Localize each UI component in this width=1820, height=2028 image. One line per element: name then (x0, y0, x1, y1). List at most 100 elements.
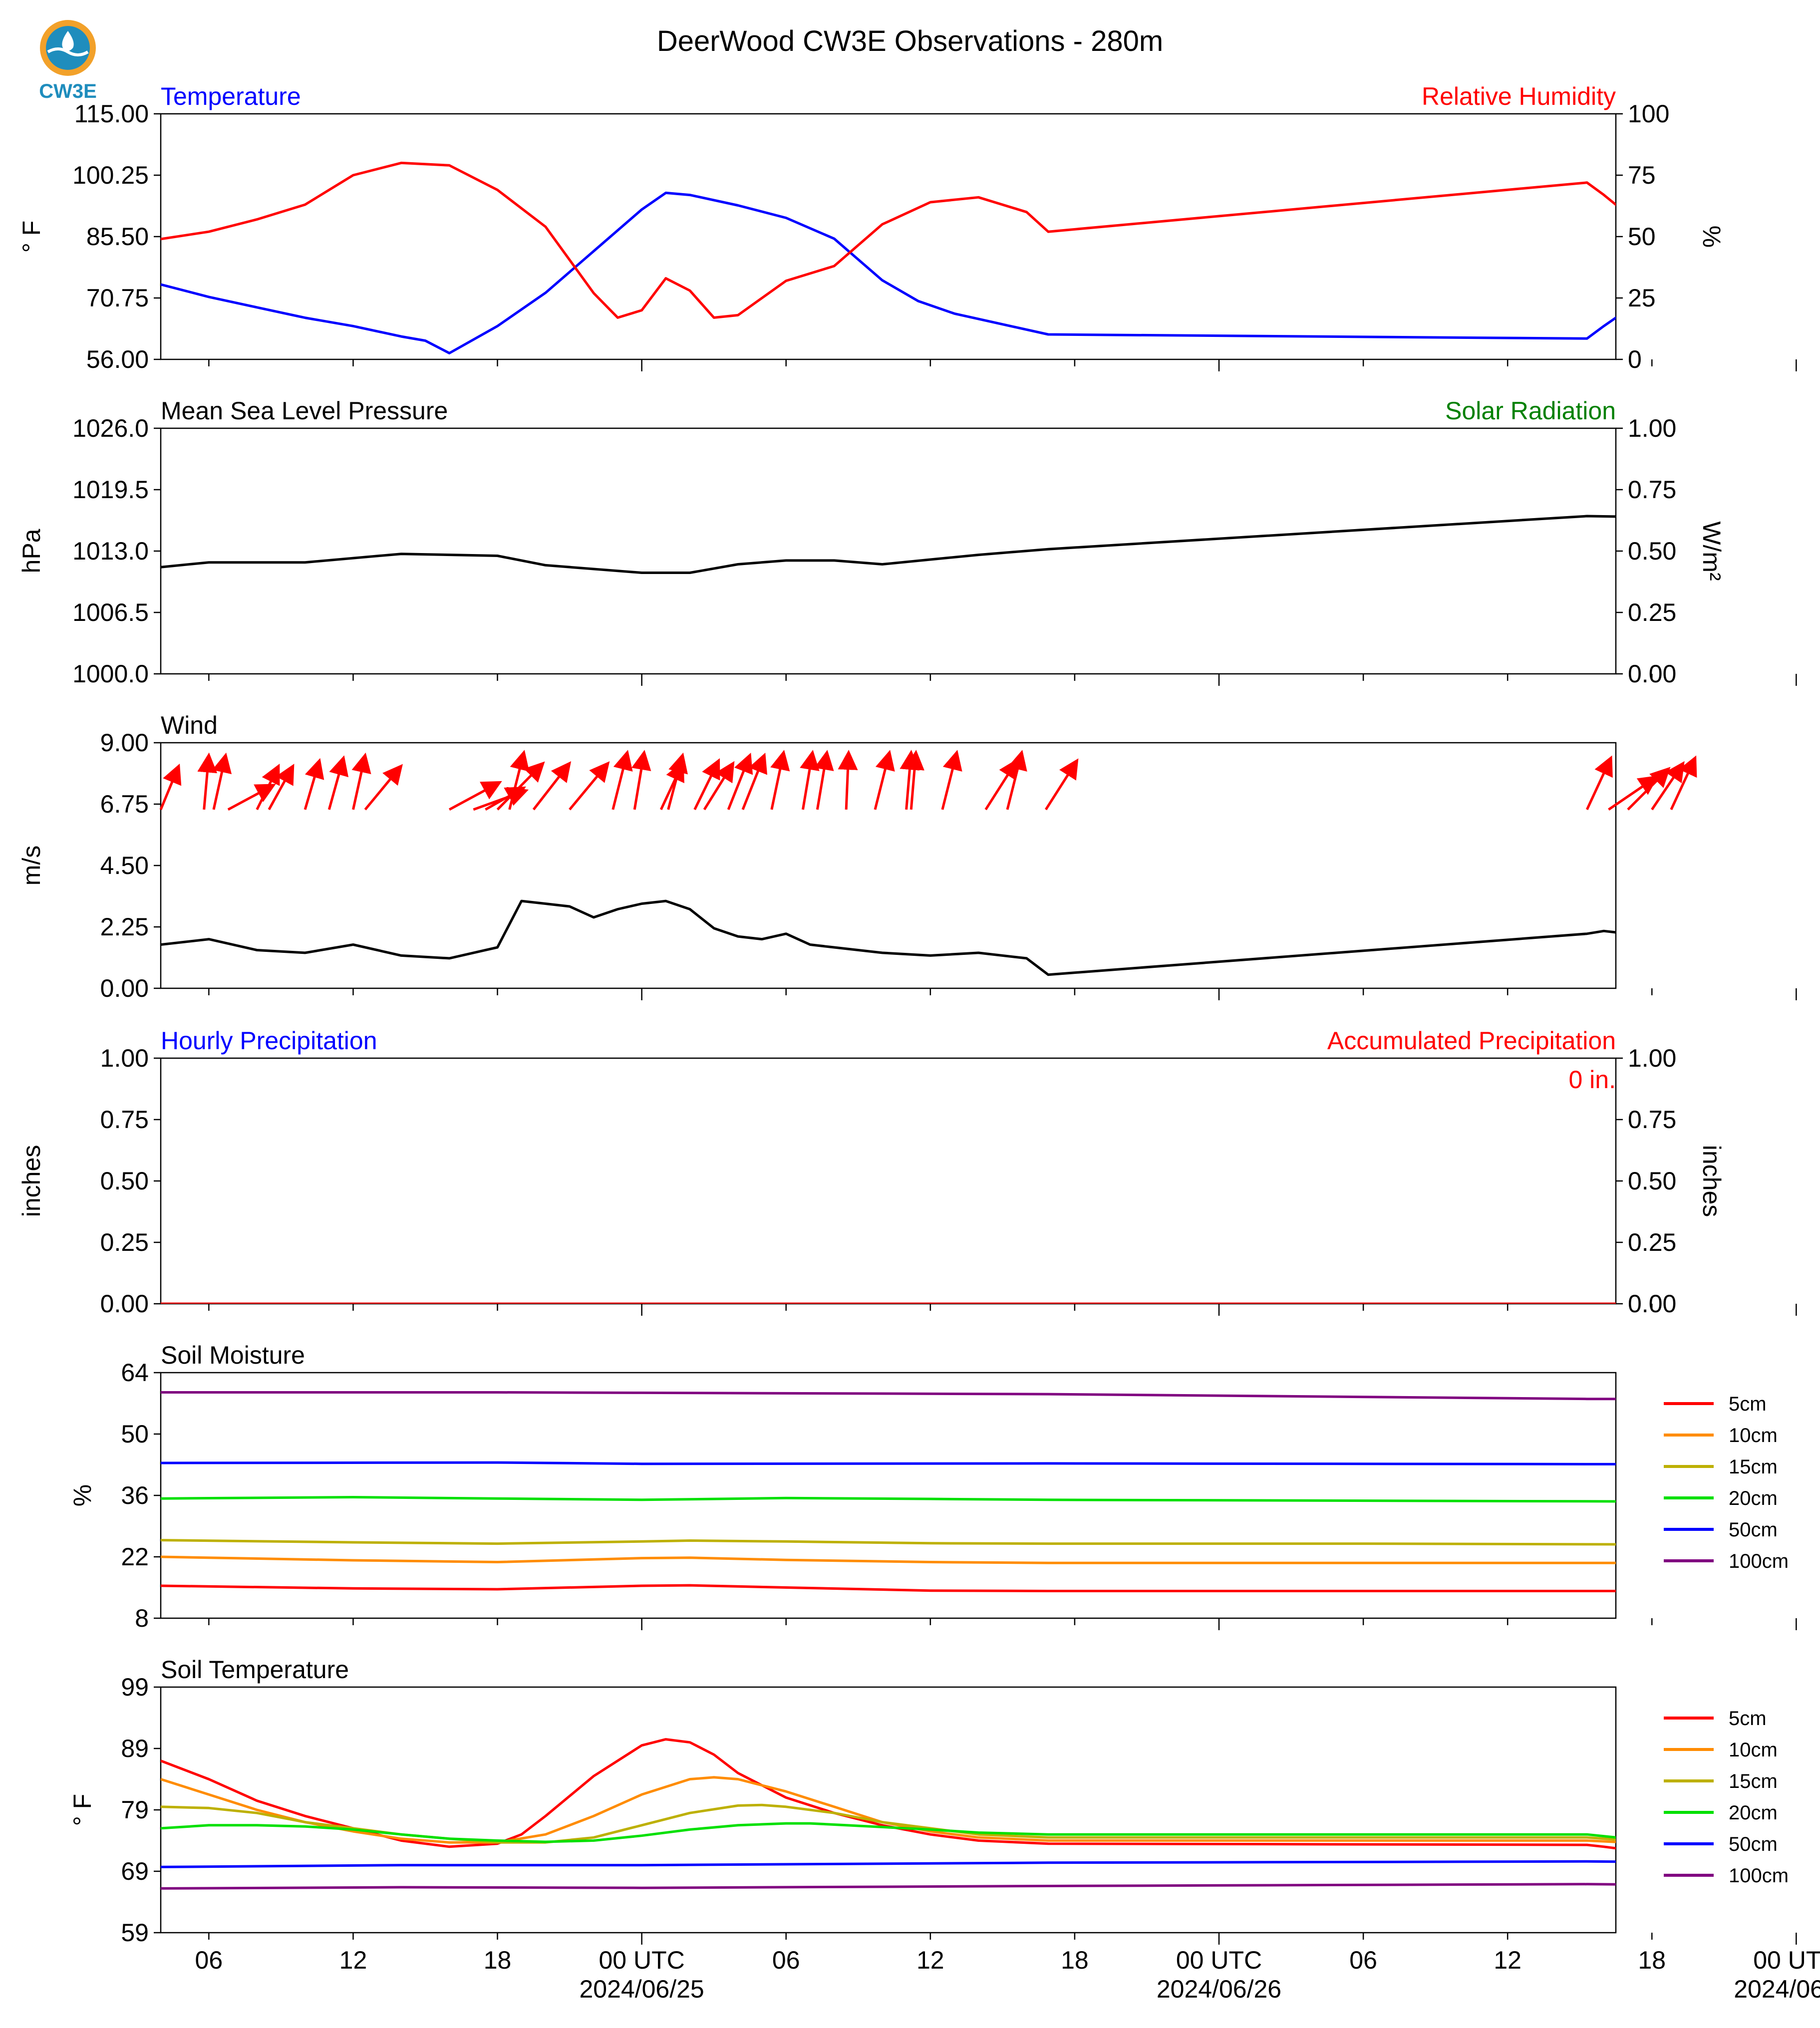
y-tick-label: 100.25 (72, 161, 149, 189)
legend-label: 10cm (1729, 1739, 1778, 1761)
y-tick-label: 1.00 (100, 1044, 149, 1072)
wind-arrow (532, 761, 572, 811)
y-tick-label: 0.00 (100, 1290, 149, 1318)
legend-label: 5cm (1729, 1708, 1767, 1730)
wind-arrow (256, 763, 280, 811)
wind-arrow (727, 752, 753, 810)
logo-wave-icon (47, 47, 89, 56)
series-line-temperature (161, 191, 1616, 354)
x-tick-label: 12 (916, 1946, 944, 1974)
y-right-axis-label: W/m² (1698, 521, 1726, 580)
legend-label: 100cm (1729, 1865, 1789, 1887)
y-right-tick-label: 0.50 (1628, 537, 1676, 565)
series-group (161, 1391, 1616, 1592)
series-line-10cm (161, 1555, 1616, 1564)
x-tick-label: 00 UTC (1753, 1946, 1820, 1974)
y-tick-label: 4.50 (100, 852, 149, 879)
y-right-tick-label: 0 (1628, 345, 1642, 373)
y-tick-label: 0.00 (100, 974, 149, 1002)
x-tick-label: 18 (1061, 1946, 1089, 1974)
wind-arrow (569, 761, 610, 811)
series-line-wind (161, 899, 1616, 976)
wind-arrow (212, 752, 232, 810)
y-right-tick-label: 25 (1628, 284, 1656, 312)
legend-label: 15cm (1729, 1770, 1778, 1792)
series-line-20cm (161, 1822, 1616, 1843)
wind-arrow (693, 758, 720, 811)
y-right-tick-label: 1.00 (1628, 1044, 1676, 1072)
x-tick-label: 06 (772, 1946, 800, 1974)
y-tick-label: 1006.5 (72, 598, 149, 626)
wind-arrow (496, 761, 545, 811)
x-tick-label: 06 (1349, 1946, 1377, 1974)
y-right-axis-label: inches (1698, 1145, 1726, 1217)
wind-arrow (1651, 761, 1685, 811)
wind-arrow (814, 750, 834, 810)
y-right-tick-label: 50 (1628, 223, 1656, 251)
wind-arrow (1006, 750, 1027, 810)
x-date-label: 2024/06/26 (1157, 1975, 1281, 2003)
y-right-axis-label: % (1698, 226, 1726, 248)
x-date-label: 2024/06/25 (580, 1975, 704, 2003)
series-line-5cm (161, 1584, 1616, 1592)
y-tick-label: 99 (121, 1673, 149, 1701)
panel-title-right: Accumulated Precipitation (1327, 1027, 1616, 1055)
y-tick-label: 0.50 (100, 1167, 149, 1195)
panel-6: Soil Temperature 59 69 79 89 99 ° F 5cm 10cm 15cm… (68, 1656, 1797, 1947)
y-tick-label: 50 (121, 1420, 149, 1448)
wind-arrow (1608, 775, 1659, 811)
wind-arrow (703, 761, 735, 811)
series-line-mean-sea-level-pressure (161, 515, 1616, 574)
y-tick-label: 115.00 (74, 100, 149, 128)
logo-drop-icon (62, 31, 74, 51)
y-tick-label: 0.25 (100, 1228, 149, 1256)
y-axis-label: ° F (68, 1794, 96, 1826)
wind-arrow (508, 750, 530, 810)
y-tick-label: 6.75 (100, 790, 149, 818)
panel-title-right: Relative Humidity (1422, 82, 1616, 110)
panel-4: Hourly Precipitation Accumulated Precipit… (17, 1027, 1797, 1318)
wind-arrow (874, 750, 895, 810)
y-tick-label: 1000.0 (72, 660, 149, 688)
legend-label: 20cm (1729, 1487, 1778, 1509)
wind-arrow (197, 752, 218, 810)
y-right-tick-label: 1.00 (1628, 414, 1676, 442)
y-tick-label: 22 (121, 1543, 149, 1571)
series-line-20cm (161, 1496, 1616, 1503)
series-line-50cm (161, 1461, 1616, 1465)
wind-arrow (667, 752, 688, 810)
y-right-tick-label: 0.75 (1628, 476, 1676, 504)
wind-arrow (631, 750, 651, 810)
legend-label: 10cm (1729, 1425, 1778, 1447)
panel-title-left: Temperature (161, 82, 301, 110)
wind-arrow (770, 750, 790, 810)
y-axis-label: hPa (17, 529, 45, 573)
wind-arrow (364, 764, 403, 811)
y-axis-label: inches (17, 1145, 45, 1217)
y-tick-label: 8 (135, 1604, 149, 1632)
y-tick-label: 36 (121, 1481, 149, 1509)
wind-arrow (741, 752, 768, 810)
x-tick-label: 00 UTC (599, 1946, 685, 1974)
y-tick-label: 0.75 (100, 1106, 149, 1134)
legend-label: 50cm (1729, 1833, 1778, 1855)
y-tick-label: 70.75 (86, 284, 149, 312)
series-group (161, 1738, 1616, 1890)
y-right-tick-label: 0.50 (1628, 1167, 1676, 1195)
wind-arrow (351, 752, 371, 810)
panel-3: Wind 0.00 2.25 4.50 6.75 9.00 m/s (17, 711, 1797, 1002)
legend-label: 5cm (1729, 1393, 1767, 1415)
wind-arrow (1670, 755, 1697, 810)
panel-title-left: Hourly Precipitation (161, 1027, 377, 1055)
y-axis-label: % (68, 1484, 96, 1506)
wind-arrows (159, 750, 1697, 811)
wind-arrow (1044, 758, 1079, 811)
y-tick-label: 2.25 (100, 913, 149, 941)
y-right-tick-label: 75 (1628, 161, 1656, 189)
wind-arrow (448, 781, 502, 811)
y-axis-label: m/s (17, 846, 45, 886)
legend: 5cm 10cm 15cm 20cm 50cm 100cm (1664, 1708, 1789, 1887)
y-right-tick-label: 0.25 (1628, 598, 1676, 626)
